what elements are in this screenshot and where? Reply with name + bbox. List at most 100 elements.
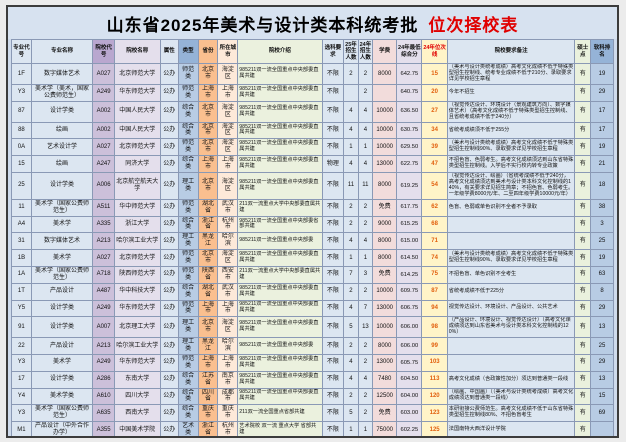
page-title-main: 山东省2025年美术与设计类本科统考批 [106, 16, 419, 35]
cell-school-intro: 985211双一流全国重点中央部委省部共建 [237, 215, 323, 234]
page-title: 山东省2025年美术与设计类本科统考批 位次择校表 [8, 7, 617, 39]
cell-category: 综合类 [177, 100, 199, 123]
col-category: 类型 [177, 39, 199, 64]
cell-major-name: 美术学（美术，国家公费师范生） [30, 83, 94, 102]
cell-school-code: A249 [92, 353, 115, 372]
table-row: 87 设计学类 A002 中国人民大学 公办 综合类 北京市 海淀区 98521… [11, 100, 614, 123]
cell-school-code: A213 [92, 232, 115, 251]
cell-city: 海淀区 [217, 63, 239, 85]
cell-major-code: 1B [11, 249, 32, 267]
cell-city: 上海市 [217, 299, 239, 318]
col-subject-req: 选科要求 [321, 39, 345, 64]
table-row: Y5 设计学类 A249 华东师范大学 公办 师范类 上海市 上海市 98521… [11, 299, 614, 318]
cell-enroll-24: 2 [357, 83, 374, 102]
cell-enroll-24: 2 [357, 215, 374, 234]
cell-ownership: 公办 [159, 370, 179, 389]
cell-subject-req: 不限 [321, 387, 345, 406]
cell-rank-line-24: 98 [421, 316, 448, 339]
cell-province: 黑龙江 [197, 232, 219, 251]
cell-subject-req: 不限 [321, 138, 345, 157]
cell-school-intro: 985211双一流全国重点中央部委直属共建 [237, 171, 323, 200]
cell-school-code: A487 [92, 282, 115, 301]
cell-school-code: A718 [92, 265, 115, 284]
cell-city: 武汉市 [217, 282, 239, 301]
cell-remarks: 今年不招生 [446, 83, 576, 102]
cell-enroll-24: 7 [357, 299, 374, 318]
cell-ownership: 公办 [159, 337, 179, 355]
cell-major-code: Y3 [11, 404, 32, 423]
cell-tuition: 8000 [372, 232, 398, 251]
cell-enroll-25: 5 [343, 316, 359, 339]
cell-school-name: 西南大学 [113, 404, 161, 423]
cell-remarks: 视觉传达设计、环境设计、产品设计、公共艺术 [446, 299, 576, 318]
col-min-score-24: 24年最低综合分 [396, 39, 423, 64]
cell-subject-req: 不限 [321, 337, 345, 355]
cell-subject-req: 不限 [321, 171, 345, 200]
cell-remarks: 法国南特大西洋设计学院 [446, 421, 576, 436]
cell-school-intro: 985211双一流全国重点中央部委直属共建 [237, 299, 323, 318]
cell-ownership: 公办 [159, 404, 179, 423]
cell-masters: 有 [574, 370, 592, 389]
cell-province: 黑龙江 [197, 337, 219, 355]
cell-rank-line-24: 47 [421, 155, 448, 173]
col-major-code: 专业代号 [11, 39, 32, 64]
cell-province: 上海市 [197, 155, 219, 173]
cell-enroll-24: 3 [357, 265, 374, 284]
cell-province: 北京市 [197, 63, 219, 85]
cell-school-intro: 985211双一流全国重点中央部委直属共建 [237, 387, 323, 406]
cell-ranking: 15 [590, 387, 614, 406]
cell-rank-line-24: 75 [421, 265, 448, 284]
cell-enroll-25: 1 [343, 249, 359, 267]
cell-major-name: 产品设计 [30, 282, 94, 301]
col-school-code: 院校代号 [92, 39, 115, 64]
cell-subject-req: 不限 [321, 353, 345, 372]
col-tuition: 学费 [372, 39, 398, 64]
cell-school-code: A213 [92, 337, 115, 355]
cell-tuition: 12500 [372, 387, 398, 406]
cell-rank-line-24: 94 [421, 299, 448, 318]
cell-min-score-24: 606.00 [396, 316, 423, 339]
col-enroll-24: 24年招生人数 [357, 39, 374, 64]
cell-school-name: 四川大学 [113, 387, 161, 406]
cell-city: 南京市 [217, 370, 239, 389]
cell-remarks: （产品设计、环境设计、视觉传达设计）（高考文化课成绩须达到山东省美术与设计类本科… [446, 316, 576, 339]
cell-rank-line-24: 39 [421, 138, 448, 157]
cell-school-code: A247 [92, 155, 115, 173]
table-row: Y3 美术学（美术，国家公费师范生） A249 华东师范大学 公办 师范类 上海… [11, 83, 614, 102]
table-row: 1B 美术学 A027 北京师范大学 公办 师范类 北京市 海淀区 985211… [11, 249, 614, 267]
cell-major-name: 美术学类 [30, 387, 94, 406]
cell-min-score-24: 605.75 [396, 353, 423, 372]
cell-major-code: 31 [11, 232, 32, 251]
cell-category: 师范类 [177, 353, 199, 372]
cell-enroll-24: 2 [357, 337, 374, 355]
cell-enroll-24: 2 [357, 404, 374, 423]
table-row: M1 产品设计（中外合作办学） A355 中国美术学院 公办 艺术类 浙江省 杭… [11, 421, 614, 436]
cell-ranking: 13 [590, 316, 614, 339]
cell-min-score-24: 606.00 [396, 337, 423, 355]
cell-province: 北京市 [197, 121, 219, 140]
cell-category: 理工类 [177, 337, 199, 355]
table-row: Y3 美术学 A249 华东师范大学 公办 师范类 上海市 上海市 985211… [11, 353, 614, 372]
cell-enroll-25: 4 [343, 155, 359, 173]
cell-ranking: 29 [590, 353, 614, 372]
cell-tuition: 8000 [372, 337, 398, 355]
cell-province: 江苏省 [197, 370, 219, 389]
cell-enroll-25: 2 [343, 215, 359, 234]
col-school-name: 院校名称 [113, 39, 161, 64]
cell-category: 综合类 [177, 404, 199, 423]
cell-ownership: 公办 [159, 265, 179, 284]
cell-city: 上海市 [217, 83, 239, 102]
cell-school-intro: 985211双一流全国重点中央部委直属共建 [237, 370, 323, 389]
cell-masters: 有 [574, 171, 592, 200]
cell-min-score-24: 604.50 [396, 370, 423, 389]
cell-school-code: A249 [92, 299, 115, 318]
cell-enroll-24: 4 [357, 155, 374, 173]
table-row: 1A 美术学（国家公费师范生） A718 陕西师范大学 公办 师范类 陕西省 西… [11, 265, 614, 284]
cell-category: 综合类 [177, 282, 199, 301]
cell-min-score-24: 604.00 [396, 387, 423, 406]
cell-city: 海淀区 [217, 100, 239, 123]
cell-min-score-24: 609.75 [396, 282, 423, 301]
cell-masters: 有 [574, 100, 592, 123]
cell-school-code: A002 [92, 100, 115, 123]
cell-category: 理工类 [177, 171, 199, 200]
